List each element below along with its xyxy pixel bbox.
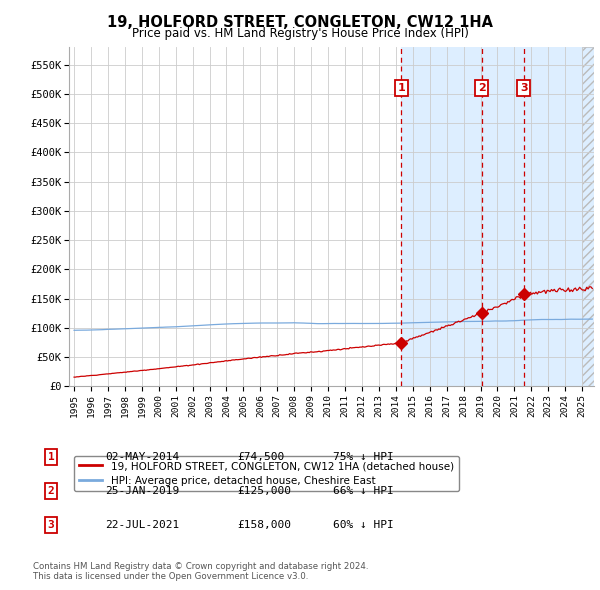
Text: £158,000: £158,000 [237,520,291,530]
Text: 60% ↓ HPI: 60% ↓ HPI [333,520,394,530]
Text: 2: 2 [47,486,55,496]
Text: 22-JUL-2021: 22-JUL-2021 [105,520,179,530]
Bar [401,47,594,386]
Text: 19, HOLFORD STREET, CONGLETON, CW12 1HA: 19, HOLFORD STREET, CONGLETON, CW12 1HA [107,15,493,30]
Text: 75% ↓ HPI: 75% ↓ HPI [333,453,394,462]
Text: 66% ↓ HPI: 66% ↓ HPI [333,486,394,496]
Text: 3: 3 [47,520,55,530]
Text: 2: 2 [478,83,485,93]
Legend: 19, HOLFORD STREET, CONGLETON, CW12 1HA (detached house), HPI: Average price, de: 19, HOLFORD STREET, CONGLETON, CW12 1HA … [74,456,459,491]
Text: Price paid vs. HM Land Registry's House Price Index (HPI): Price paid vs. HM Land Registry's House … [131,27,469,40]
Text: 3: 3 [520,83,527,93]
Text: 25-JAN-2019: 25-JAN-2019 [105,486,179,496]
Text: 1: 1 [47,453,55,462]
Text: £125,000: £125,000 [237,486,291,496]
Text: Contains HM Land Registry data © Crown copyright and database right 2024.
This d: Contains HM Land Registry data © Crown c… [33,562,368,581]
Bar [582,47,594,386]
Text: 02-MAY-2014: 02-MAY-2014 [105,453,179,462]
Text: £74,500: £74,500 [237,453,284,462]
Text: 1: 1 [398,83,406,93]
